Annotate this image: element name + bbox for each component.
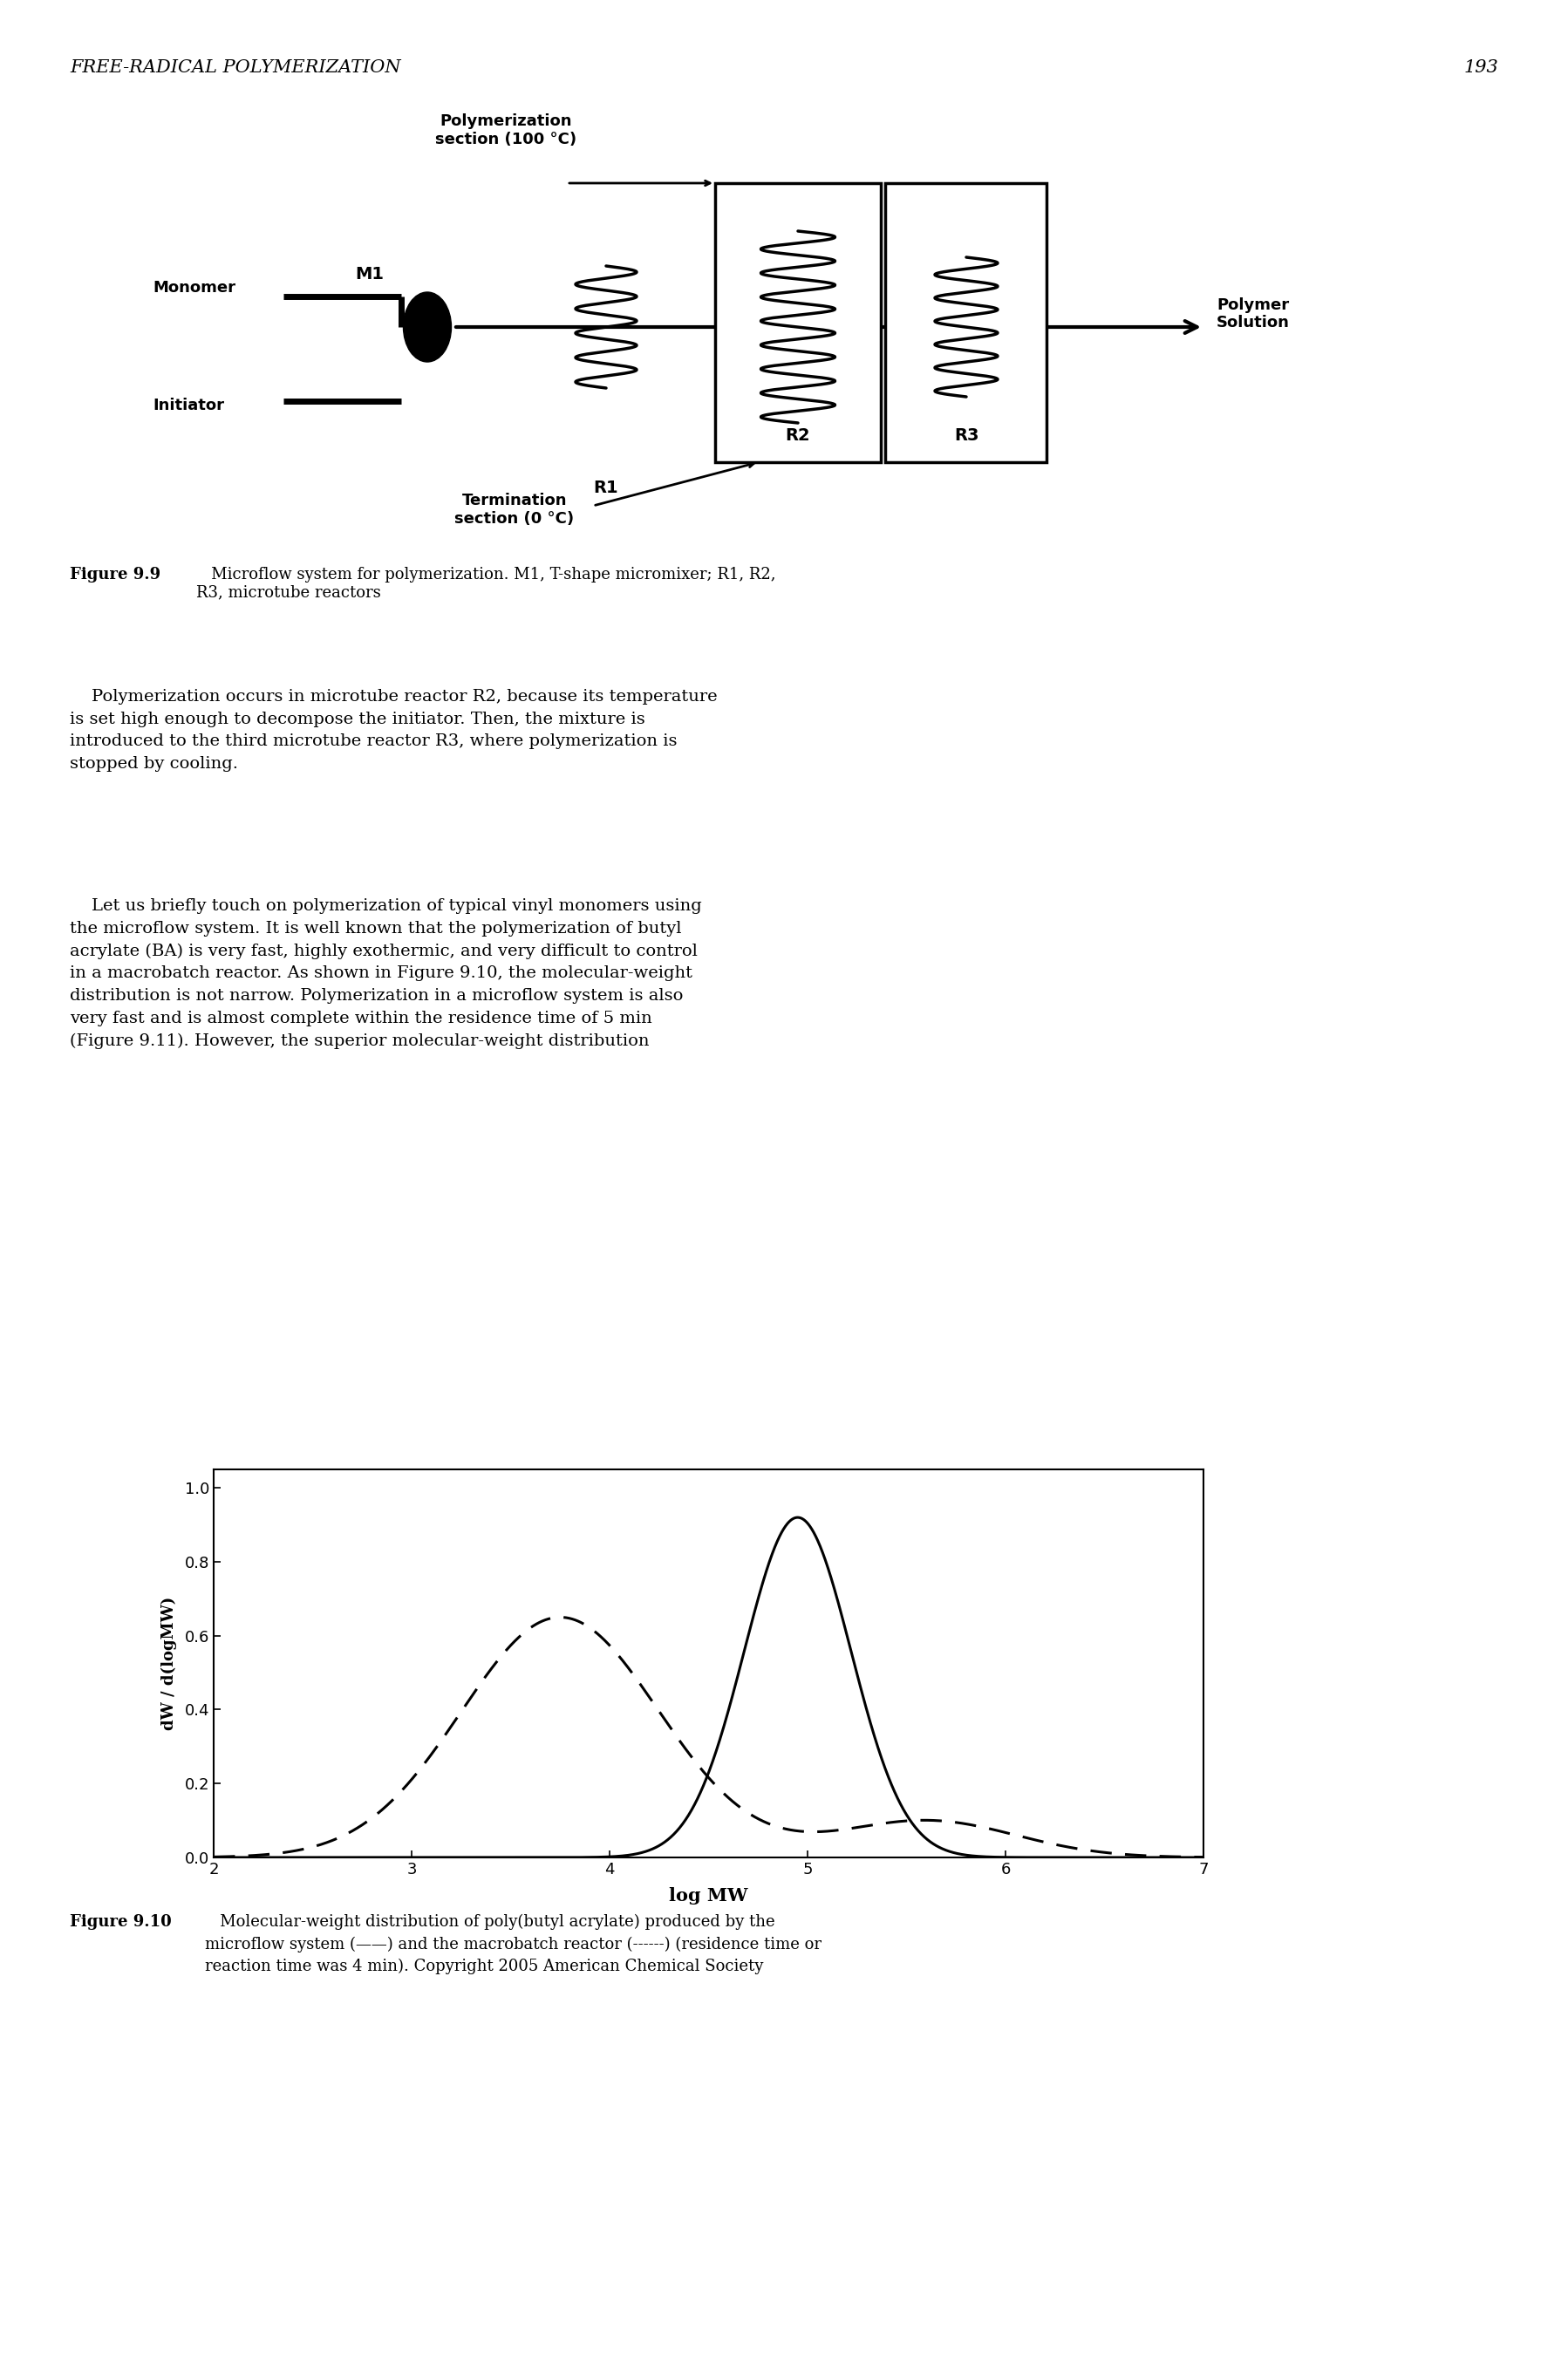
- Text: Figure 9.9: Figure 9.9: [69, 566, 160, 582]
- Text: Polymerization occurs in microtube reactor R2, because its temperature
is set hi: Polymerization occurs in microtube react…: [69, 689, 718, 771]
- Y-axis label: dW / d(logMW): dW / d(logMW): [162, 1596, 177, 1731]
- Text: R2: R2: [786, 427, 811, 443]
- Text: Polymer
Solution: Polymer Solution: [1217, 297, 1290, 330]
- Text: M1: M1: [354, 266, 384, 283]
- Text: Polymerization
section (100 °C): Polymerization section (100 °C): [434, 113, 577, 146]
- Bar: [715, 184, 881, 462]
- Text: Termination
section (0 °C): Termination section (0 °C): [455, 493, 574, 526]
- Text: 193: 193: [1463, 59, 1499, 75]
- Text: Figure 9.10: Figure 9.10: [69, 1915, 171, 1929]
- Text: R3: R3: [953, 427, 978, 443]
- Text: Monomer: Monomer: [152, 281, 235, 295]
- Ellipse shape: [403, 292, 452, 361]
- Text: R1: R1: [594, 479, 619, 495]
- X-axis label: log MW: log MW: [670, 1886, 748, 1905]
- Text: Microflow system for polymerization. M1, T-shape micromixer; R1, R2,
R3, microtu: Microflow system for polymerization. M1,…: [196, 566, 776, 601]
- Bar: [886, 184, 1046, 462]
- Text: Initiator: Initiator: [152, 399, 224, 413]
- Text: Molecular-weight distribution of poly(butyl acrylate) produced by the
microflow : Molecular-weight distribution of poly(bu…: [205, 1915, 822, 1974]
- Text: FREE-RADICAL POLYMERIZATION: FREE-RADICAL POLYMERIZATION: [69, 59, 401, 75]
- Text: Let us briefly touch on polymerization of typical vinyl monomers using
the micro: Let us briefly touch on polymerization o…: [69, 898, 702, 1049]
